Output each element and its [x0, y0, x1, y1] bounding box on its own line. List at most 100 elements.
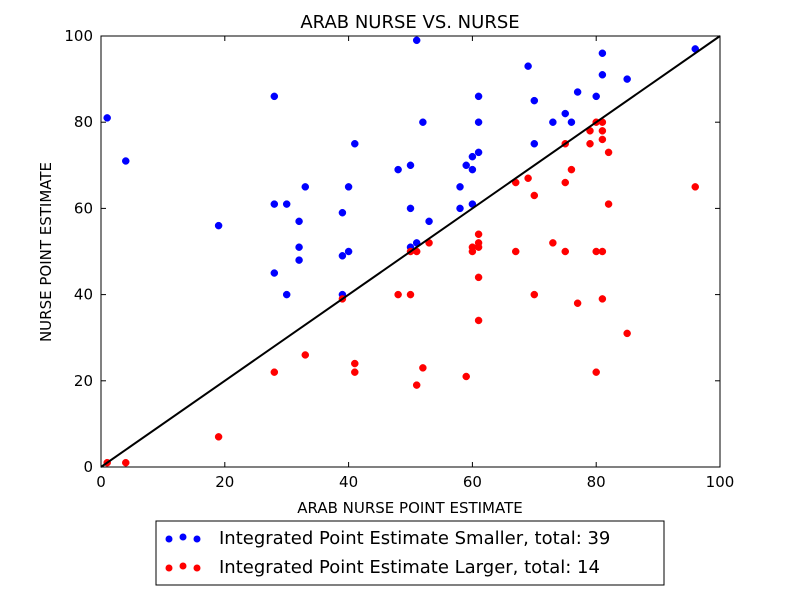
data-point	[604, 200, 613, 208]
data-point	[561, 178, 569, 187]
legend: Integrated Point Estimate Smaller, total…	[155, 520, 665, 586]
data-point	[530, 140, 539, 148]
data-point	[586, 140, 594, 148]
legend-label: Integrated Point Estimate Larger, total:…	[219, 557, 600, 578]
x-tick-label: 20	[215, 473, 234, 491]
data-point	[301, 351, 310, 359]
data-point	[462, 372, 470, 381]
legend-marker	[193, 564, 201, 572]
data-point	[412, 36, 421, 45]
plot-area	[100, 35, 721, 468]
data-point	[592, 92, 600, 101]
data-point	[468, 247, 477, 256]
data-point	[406, 161, 415, 170]
x-tick-label: 40	[339, 473, 358, 491]
data-point	[567, 118, 576, 126]
data-point	[122, 157, 130, 165]
data-point	[419, 118, 427, 126]
data-point	[474, 118, 483, 126]
data-point	[549, 118, 557, 126]
legend-entry-2: Integrated Point Estimate Larger, total:…	[165, 557, 600, 578]
data-point	[474, 243, 483, 251]
data-point	[623, 329, 631, 338]
y-axis-ticks: 0 20 40 60 80 100	[64, 27, 720, 476]
data-point	[394, 165, 402, 174]
data-point	[474, 148, 483, 157]
data-point	[344, 247, 353, 256]
data-point	[122, 458, 130, 467]
data-point	[598, 295, 607, 303]
x-axis-label: ARAB NURSE POINT ESTIMATE	[297, 499, 522, 517]
data-point	[468, 152, 477, 161]
data-point	[351, 368, 359, 376]
data-point	[338, 208, 347, 217]
data-point	[394, 290, 402, 299]
data-point	[301, 183, 310, 191]
data-point	[270, 368, 279, 376]
data-point	[573, 88, 582, 96]
data-point	[474, 273, 483, 282]
legend-entry-1: Integrated Point Estimate Smaller, total…	[165, 528, 610, 549]
y-tick-label: 0	[83, 458, 93, 476]
series-1	[103, 36, 699, 299]
data-point	[561, 109, 569, 118]
data-point	[406, 290, 415, 299]
data-point	[344, 183, 353, 191]
data-point	[567, 165, 576, 174]
data-point	[691, 183, 699, 191]
reference-line	[100, 35, 721, 468]
legend-marker	[179, 562, 187, 570]
data-point	[412, 381, 421, 389]
data-point	[456, 204, 464, 213]
x-tick-label: 80	[587, 473, 606, 491]
data-point	[425, 217, 433, 226]
data-point	[214, 221, 223, 230]
legend-marker	[193, 535, 201, 543]
legend-marker	[179, 533, 187, 541]
data-point	[270, 92, 279, 101]
data-point	[604, 148, 613, 157]
data-point	[598, 247, 607, 256]
y-tick-label: 60	[74, 199, 93, 217]
data-point	[103, 114, 111, 122]
data-point	[598, 135, 607, 144]
data-point	[530, 96, 539, 105]
data-point	[338, 252, 347, 260]
x-axis-ticks: 0 20 40 60 80 100	[96, 36, 734, 491]
data-point	[295, 217, 303, 226]
data-point	[530, 290, 539, 299]
chart-title: ARAB NURSE VS. NURSE	[300, 12, 519, 33]
y-tick-label: 20	[74, 372, 93, 390]
legend-marker	[165, 535, 173, 543]
data-point	[462, 161, 470, 170]
data-point	[406, 204, 415, 213]
data-point	[468, 165, 477, 174]
legend-label: Integrated Point Estimate Smaller, total…	[219, 528, 610, 549]
data-point	[474, 316, 483, 325]
data-point	[270, 269, 279, 277]
data-point	[270, 200, 279, 208]
data-point	[474, 92, 483, 101]
data-point	[214, 433, 223, 441]
y-tick-label: 40	[74, 286, 93, 304]
data-point	[456, 183, 464, 191]
y-axis-label: NURSE POINT ESTIMATE	[37, 162, 55, 342]
legend-marker	[165, 564, 173, 572]
y-tick-label: 100	[64, 27, 93, 45]
x-tick-label: 60	[463, 473, 482, 491]
data-point	[598, 49, 607, 57]
data-point	[511, 247, 520, 256]
data-point	[549, 239, 557, 247]
data-point	[530, 191, 539, 200]
data-point	[282, 290, 291, 299]
data-point	[351, 140, 359, 148]
data-point	[524, 174, 532, 182]
data-point	[295, 243, 303, 251]
data-point	[598, 71, 607, 79]
y-tick-label: 80	[74, 113, 93, 131]
data-point	[351, 359, 359, 368]
data-point	[561, 247, 569, 256]
x-tick-label: 100	[706, 473, 735, 491]
data-point	[592, 368, 600, 376]
